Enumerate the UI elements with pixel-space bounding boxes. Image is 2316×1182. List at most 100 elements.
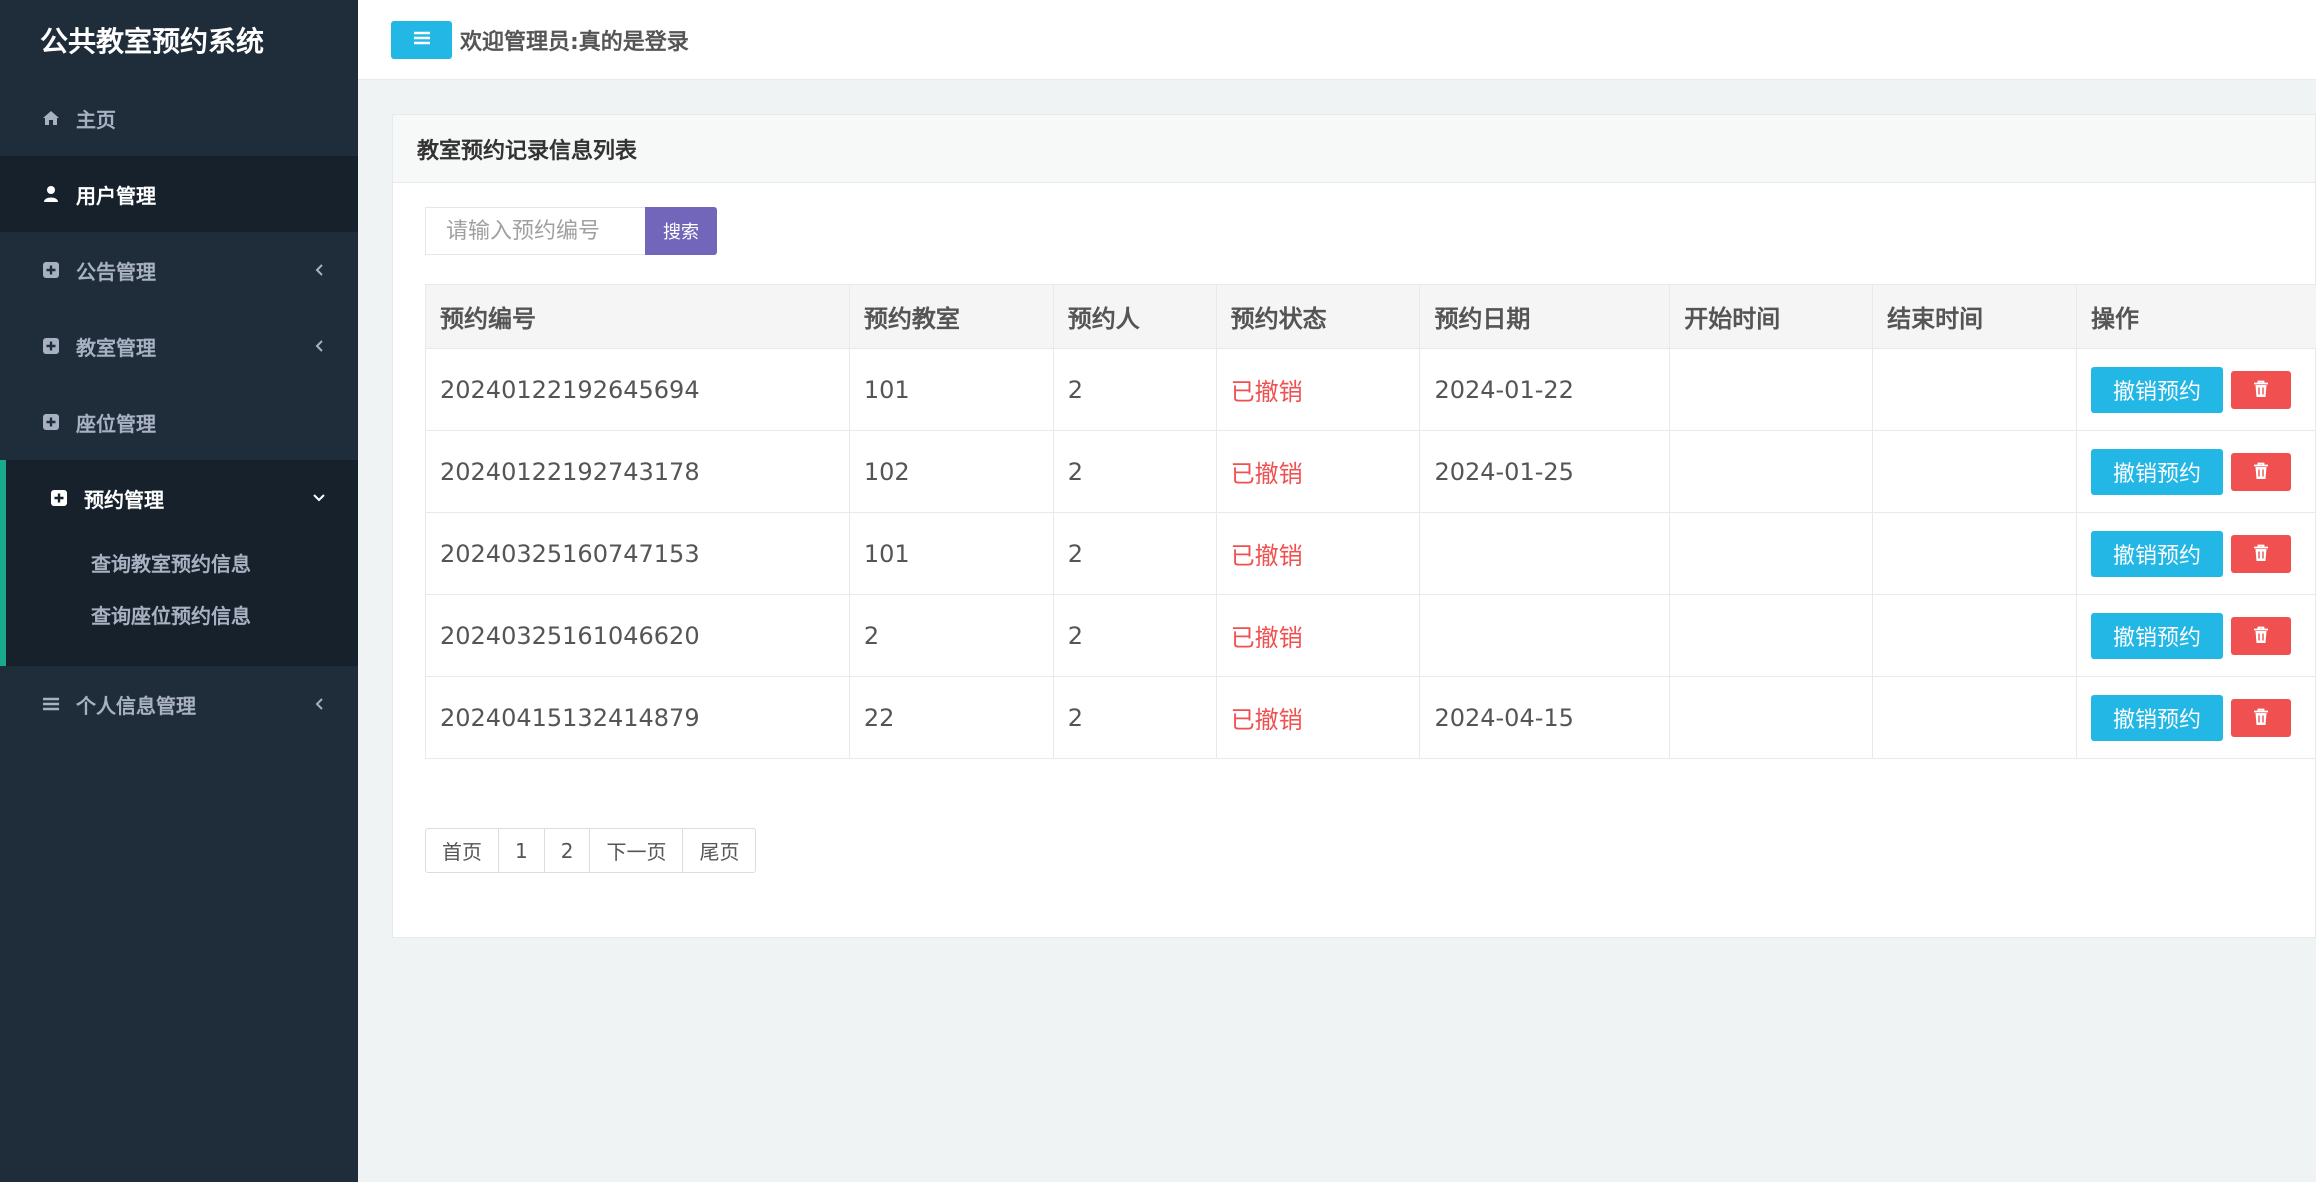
chevron-left-icon (312, 263, 326, 277)
reservation-room: 2 (848, 594, 1054, 677)
menu-toggle-button[interactable] (391, 20, 452, 59)
chevron-left-icon (312, 339, 326, 353)
sidebar-item-label: 座位管理 (76, 411, 156, 436)
reservation-end (1872, 348, 2077, 431)
pagination-first[interactable]: 首页 (425, 828, 499, 873)
sidebar-item-seats[interactable]: 座位管理 (0, 384, 358, 460)
welcome-text: 欢迎管理员:真的是登录 (460, 29, 689, 55)
reservation-date: 2024-01-25 (1419, 430, 1671, 513)
reservation-id-search-input[interactable] (425, 207, 645, 255)
row-actions: 撤销预约 (2075, 348, 2316, 431)
cancel-reservation-button[interactable]: 撤销预约 (2090, 366, 2223, 413)
sidebar-item-label: 公告管理 (76, 259, 156, 284)
column-header: 预约教室 (848, 284, 1054, 349)
sidebar-item-label: 教室管理 (76, 335, 156, 360)
reservation-id: 20240325160747153 (425, 512, 850, 595)
table-row: 20240325160747153 101 2 已撤销 撤销预约 (425, 512, 2316, 595)
sidebar-item-classrooms[interactable]: 教室管理 (0, 308, 358, 384)
reservation-id: 20240415132414879 (425, 676, 850, 759)
reservation-end (1872, 676, 2077, 759)
reservation-start (1669, 348, 1874, 431)
column-header: 操作 (2075, 284, 2316, 349)
reservation-start (1669, 512, 1874, 595)
reservation-room: 101 (848, 348, 1054, 431)
column-header: 开始时间 (1669, 284, 1874, 349)
reservation-status: 已撤销 (1215, 430, 1421, 513)
pagination-page-2[interactable]: 2 (543, 828, 591, 873)
reservation-status: 已撤销 (1215, 512, 1421, 595)
app-title: 公共教室预约系统 (40, 25, 265, 58)
user-icon (40, 183, 62, 205)
sidebar-item-notices[interactable]: 公告管理 (0, 232, 358, 308)
reservation-date: 2024-01-22 (1419, 348, 1671, 431)
reservation-person: 2 (1052, 676, 1217, 759)
reservation-end (1872, 594, 2077, 677)
trash-icon (2253, 704, 2269, 732)
table-row: 20240122192743178 102 2 已撤销 2024-01-25 撤… (425, 430, 2316, 513)
bars-icon (40, 693, 62, 715)
cancel-reservation-button[interactable]: 撤销预约 (2090, 694, 2223, 741)
row-actions: 撤销预约 (2075, 430, 2316, 513)
row-actions: 撤销预约 (2075, 594, 2316, 677)
home-icon (40, 107, 62, 129)
reservation-id: 20240122192743178 (425, 430, 850, 513)
reservation-date (1419, 512, 1671, 595)
plus-square-icon (40, 259, 62, 281)
trash-icon (2253, 376, 2269, 404)
reservations-submenu: 查询教室预约信息 查询座位预约信息 (6, 536, 358, 666)
pagination-page-1[interactable]: 1 (498, 828, 545, 873)
cancel-reservation-button[interactable]: 撤销预约 (2090, 530, 2223, 577)
reservation-date (1419, 594, 1671, 677)
row-actions: 撤销预约 (2075, 676, 2316, 759)
chevron-left-icon (312, 697, 326, 711)
reservation-id: 20240122192645694 (425, 348, 850, 431)
table-row: 20240325161046620 2 2 已撤销 撤销预约 (425, 594, 2316, 677)
bars-icon (412, 30, 432, 50)
column-header: 预约状态 (1215, 284, 1421, 349)
sidebar-item-profile[interactable]: 个人信息管理 (0, 666, 358, 742)
reservation-status: 已撤销 (1215, 676, 1421, 759)
table-row: 20240415132414879 22 2 已撤销 2024-04-15 撤销… (425, 676, 2316, 759)
sidebar-item-reservations[interactable]: 预约管理 (6, 460, 358, 536)
cancel-reservation-button[interactable]: 撤销预约 (2090, 448, 2223, 495)
reservation-start (1669, 430, 1874, 513)
reservation-table: 预约编号 预约教室 预约人 预约状态 预约日期 开始时间 结束时间 操作 202… (425, 284, 2316, 759)
column-header: 预约日期 (1419, 284, 1671, 349)
plus-square-icon (40, 411, 62, 433)
sidebar-item-label: 个人信息管理 (76, 693, 196, 718)
delete-button[interactable] (2230, 452, 2291, 491)
sidebar-item-label: 主页 (76, 107, 116, 132)
sidebar-group-reservations: 预约管理 查询教室预约信息 查询座位预约信息 (0, 460, 358, 666)
delete-button[interactable] (2230, 534, 2291, 573)
plus-square-icon (48, 487, 70, 509)
sidebar-item-home[interactable]: 主页 (0, 80, 358, 156)
reservation-status: 已撤销 (1215, 594, 1421, 677)
pagination-last[interactable]: 尾页 (682, 828, 757, 873)
records-panel: 教室预约记录信息列表 搜索 预约编号 预约教室 预约人 预约状态 预约日期 开始… (392, 114, 2316, 938)
reservation-person: 2 (1052, 512, 1217, 595)
reservation-start (1669, 676, 1874, 759)
reservation-room: 102 (848, 430, 1054, 513)
pagination-next[interactable]: 下一页 (589, 828, 684, 873)
delete-button[interactable] (2230, 370, 2291, 409)
submenu-item-seat-reservations[interactable]: 查询座位预约信息 (91, 603, 251, 628)
reservation-room: 22 (848, 676, 1054, 759)
sidebar-item-label: 预约管理 (84, 487, 164, 512)
sidebar-item-users[interactable]: 用户管理 (0, 156, 358, 232)
delete-button[interactable] (2230, 698, 2291, 737)
search-button[interactable]: 搜索 (645, 207, 717, 255)
sidebar-item-label: 用户管理 (76, 183, 156, 208)
reservation-status: 已撤销 (1215, 348, 1421, 431)
table-header-row: 预约编号 预约教室 预约人 预约状态 预约日期 开始时间 结束时间 操作 (425, 284, 2316, 349)
delete-button[interactable] (2230, 616, 2291, 655)
reservation-id: 20240325161046620 (425, 594, 850, 677)
column-header: 预约人 (1052, 284, 1217, 349)
search-bar: 搜索 (425, 207, 717, 255)
trash-icon (2253, 458, 2269, 486)
row-actions: 撤销预约 (2075, 512, 2316, 595)
cancel-reservation-button[interactable]: 撤销预约 (2090, 612, 2223, 659)
reservation-date: 2024-04-15 (1419, 676, 1671, 759)
column-header: 结束时间 (1872, 284, 2077, 349)
reservation-person: 2 (1052, 348, 1217, 431)
submenu-item-classroom-reservations[interactable]: 查询教室预约信息 (91, 551, 251, 576)
